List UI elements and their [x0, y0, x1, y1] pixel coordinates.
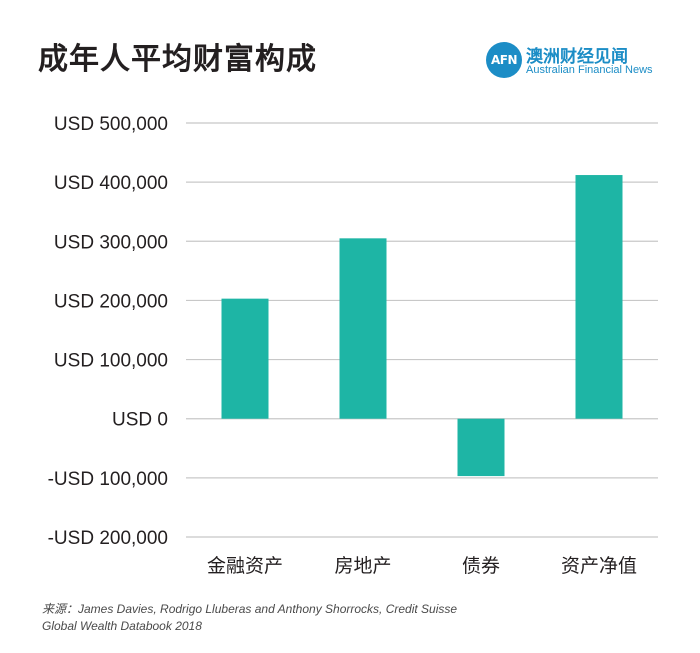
source-line-1: 来源：James Davies, Rodrigo Lluberas and An…	[42, 602, 458, 616]
x-tick-label: 债券	[462, 555, 500, 577]
bar-chart: USD 500,000 USD 400,000 USD 300,000 USD 200…	[48, 114, 658, 577]
y-tick-label: USD 200,000	[54, 291, 168, 312]
bar-2	[457, 418, 505, 477]
x-tick-label: 房地产	[334, 555, 391, 577]
y-tick-label: USD 0	[112, 410, 168, 431]
y-tick-label: USD 400,000	[54, 173, 168, 194]
x-tick-label: 资产净值	[561, 555, 637, 577]
chart-title: 成年人平均财富构成	[38, 42, 317, 77]
bar-0	[221, 298, 269, 419]
y-tick-label: USD 100,000	[54, 351, 168, 372]
bar-1	[339, 238, 387, 419]
source-note: 来源：James Davies, Rodrigo Lluberas and An…	[42, 601, 642, 635]
afn-logo-icon: AFN	[486, 42, 522, 78]
y-tick-label: USD 500,000	[54, 114, 168, 135]
y-tick-label: -USD 200,000	[48, 528, 168, 549]
y-tick-label: -USD 100,000	[48, 469, 168, 490]
brand-logo-block: AFN 澳洲财经见闻 Australian Financial News	[486, 42, 686, 82]
source-line-2: Global Wealth Databook 2018	[42, 619, 202, 633]
x-tick-label: 金融资产	[207, 555, 283, 577]
y-tick-label: USD 300,000	[54, 232, 168, 253]
bar-3	[575, 175, 623, 419]
brand-name-cn: 澳洲财经见闻	[526, 47, 628, 67]
brand-name-en: Australian Financial News	[526, 64, 653, 76]
